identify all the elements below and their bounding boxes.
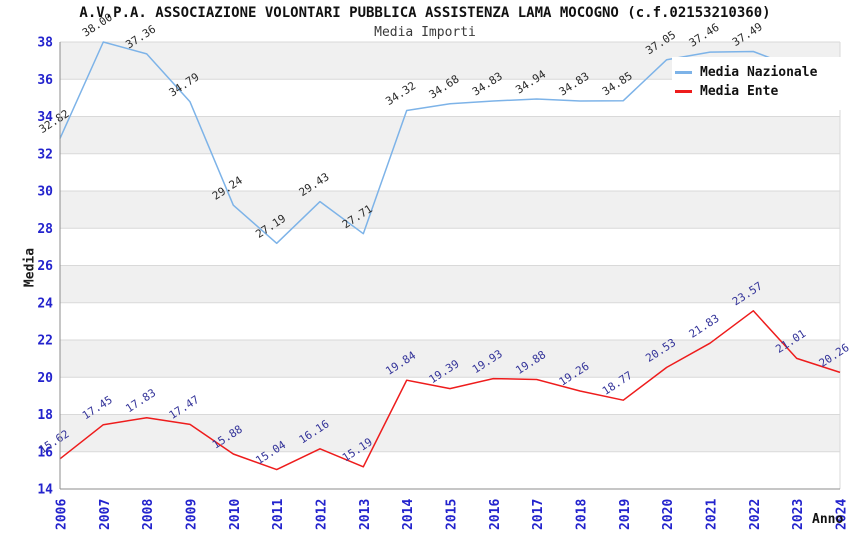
legend-item-media-ente: Media Ente <box>672 82 843 101</box>
chart-title: A.V.P.A. ASSOCIAZIONE VOLONTARI PUBBLICA… <box>79 5 771 21</box>
media-ente-line-swatch <box>675 90 692 93</box>
svg-text:36: 36 <box>37 73 53 88</box>
media-nazionale-line-swatch <box>675 71 692 74</box>
svg-text:2024: 2024 <box>835 499 850 530</box>
svg-text:34: 34 <box>37 110 53 125</box>
svg-text:14: 14 <box>37 483 53 498</box>
svg-text:2011: 2011 <box>271 499 286 530</box>
svg-text:2012: 2012 <box>315 499 330 530</box>
svg-text:2009: 2009 <box>185 499 200 530</box>
svg-text:2014: 2014 <box>401 499 416 530</box>
svg-text:2007: 2007 <box>98 499 113 530</box>
svg-text:24: 24 <box>37 296 53 311</box>
svg-text:26: 26 <box>37 259 53 274</box>
svg-text:2020: 2020 <box>661 499 676 530</box>
svg-text:30: 30 <box>37 185 53 200</box>
svg-text:2021: 2021 <box>705 499 720 530</box>
svg-text:2013: 2013 <box>358 499 373 530</box>
svg-text:32: 32 <box>37 147 53 162</box>
svg-text:2015: 2015 <box>445 499 460 530</box>
svg-text:28: 28 <box>37 222 53 237</box>
legend-label: Media Ente <box>700 84 779 99</box>
svg-text:20: 20 <box>37 371 53 386</box>
chart-subtitle: Media Importi <box>374 25 476 40</box>
y-axis-label: Media <box>22 247 38 288</box>
svg-text:2022: 2022 <box>748 499 763 530</box>
svg-text:34.32: 34.32 <box>383 79 418 108</box>
svg-text:2019: 2019 <box>618 499 633 530</box>
legend-item-media-nazionale: Media Nazionale <box>672 63 843 82</box>
svg-text:18: 18 <box>37 408 53 423</box>
svg-text:16: 16 <box>37 445 53 460</box>
chart-legend: Media Nazionale Media Ente <box>672 57 843 110</box>
svg-text:22: 22 <box>37 334 53 349</box>
svg-text:2010: 2010 <box>228 499 243 530</box>
svg-text:2006: 2006 <box>55 499 70 530</box>
x-axis-label: Anno <box>812 512 844 527</box>
svg-text:38: 38 <box>37 36 53 51</box>
svg-text:2023: 2023 <box>791 499 806 530</box>
svg-text:2008: 2008 <box>141 499 156 530</box>
svg-text:2017: 2017 <box>531 499 546 530</box>
svg-text:2016: 2016 <box>488 499 503 530</box>
legend-label: Media Nazionale <box>700 65 818 80</box>
svg-text:21.83: 21.83 <box>687 312 722 341</box>
svg-text:17.83: 17.83 <box>123 386 158 415</box>
svg-text:2018: 2018 <box>575 499 590 530</box>
